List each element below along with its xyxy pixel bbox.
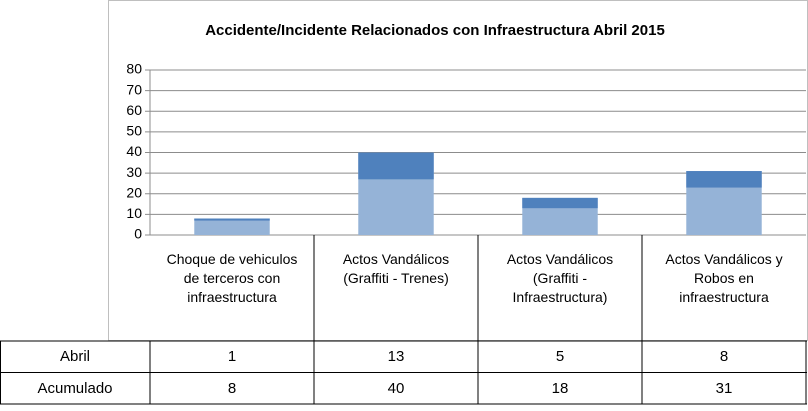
bar [194, 218, 270, 235]
y-tick-label: 0 [134, 226, 142, 242]
table-cell: 13 [387, 348, 405, 365]
bar [522, 197, 598, 209]
table-cell: 40 [387, 379, 405, 397]
bar [686, 171, 762, 188]
x-tick-label: Actos Vandálicos (Graffiti - Infraestruc… [506, 251, 614, 305]
x-tick-label: Actos Vandálicos y Robos en infraestruct… [665, 251, 783, 305]
bar [194, 218, 270, 221]
table-cell: 1 [227, 348, 237, 365]
y-tick-label: 20 [126, 184, 142, 200]
y-tick-label: 50 [126, 123, 142, 139]
y-tick-label: 60 [126, 102, 142, 118]
y-tick-label: 80 [126, 61, 142, 77]
y-tick-label: 30 [126, 164, 142, 180]
table-cell: 8 [719, 348, 729, 365]
row-header: Acumulado [37, 379, 113, 397]
x-tick-label: Choque de vehiculos de terceros con infr… [166, 251, 298, 305]
table-cell: 5 [555, 348, 565, 365]
table-cell: 18 [551, 379, 569, 397]
y-tick-label: 40 [126, 143, 142, 159]
table-cell: 31 [715, 379, 733, 397]
y-tick-label: 10 [126, 205, 142, 221]
chart-title: Accidente/Incidente Relacionados con Inf… [205, 22, 665, 39]
table-cell: 8 [227, 379, 237, 397]
x-tick-label: Actos Vandálicos (Graffiti - Trenes) [342, 251, 450, 286]
bar [358, 152, 434, 180]
row-header: Abril [59, 348, 90, 365]
y-tick-label: 70 [126, 81, 142, 97]
